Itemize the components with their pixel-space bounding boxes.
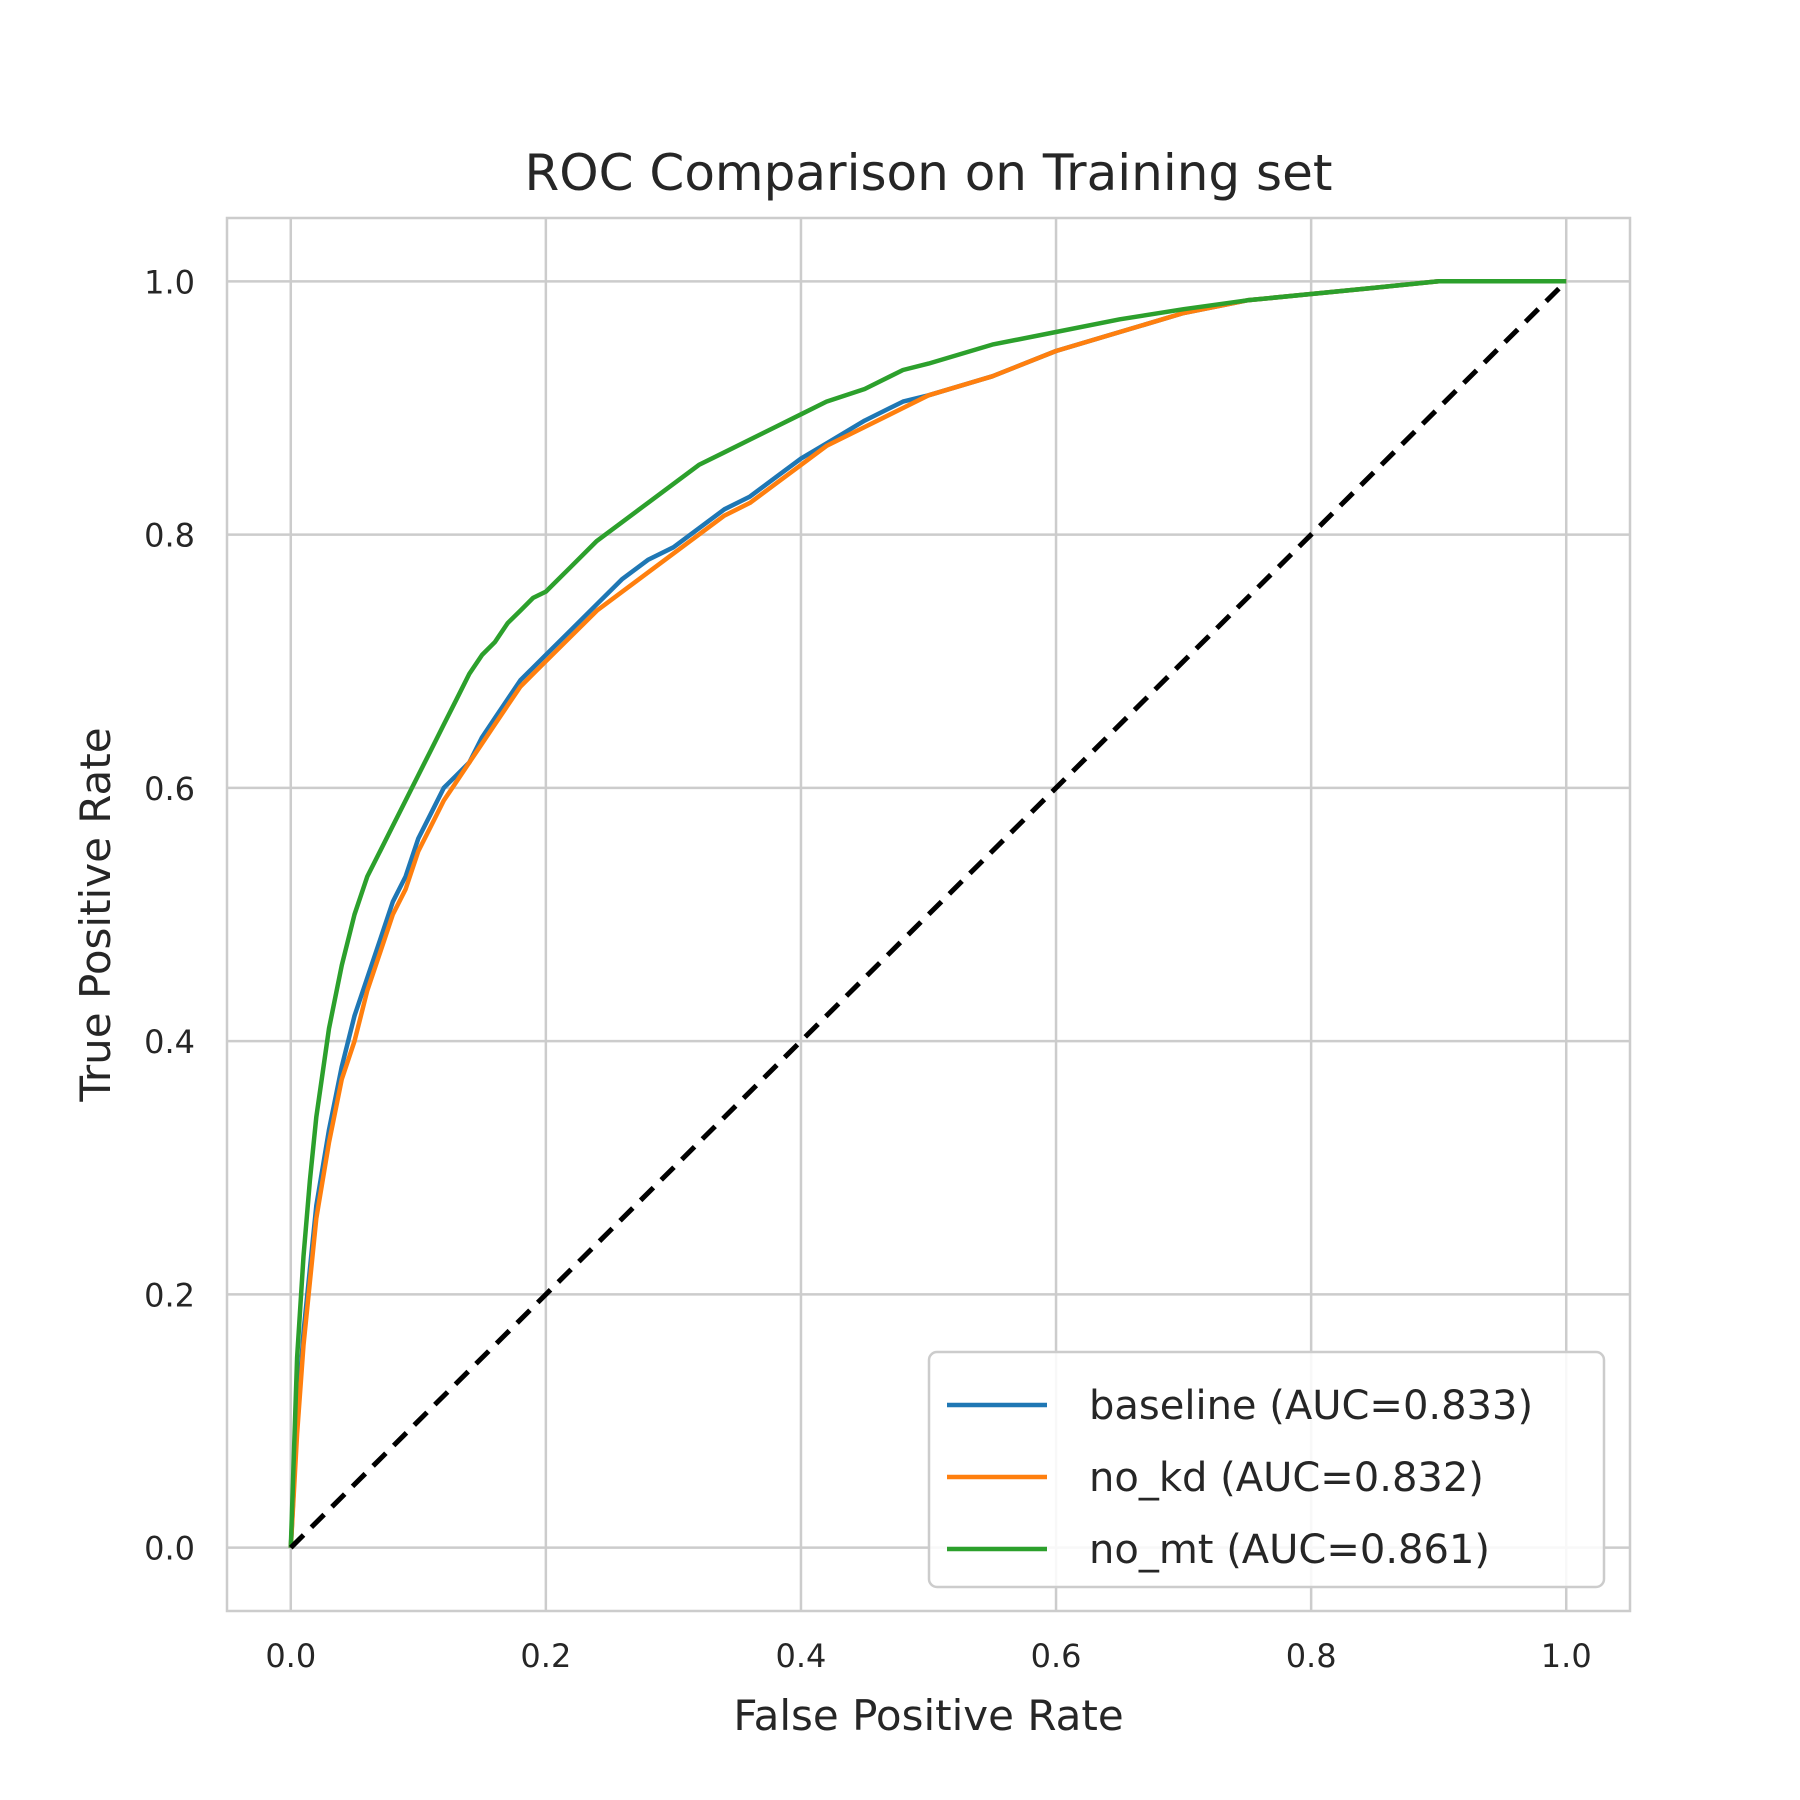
- chart-title: ROC Comparison on Training set: [525, 144, 1333, 202]
- y-tick-label: 0.4: [144, 1023, 195, 1061]
- y-tick-label: 0.0: [144, 1530, 195, 1568]
- y-tick-label: 0.2: [144, 1276, 195, 1314]
- x-tick-label: 0.4: [776, 1637, 827, 1675]
- x-tick-label: 0.0: [265, 1637, 316, 1675]
- y-tick-labels: 0.0 0.2 0.4 0.6 0.8 1.0: [144, 263, 195, 1567]
- x-tick-label: 0.8: [1286, 1637, 1337, 1675]
- x-axis-label: False Positive Rate: [733, 1691, 1123, 1740]
- legend-box: [927, 1350, 1606, 1589]
- y-axis-label: True Positive Rate: [71, 727, 120, 1102]
- series-layer: [288, 279, 1568, 1550]
- y-tick-label: 1.0: [144, 263, 195, 301]
- y-tick-label: 0.6: [144, 770, 195, 808]
- x-tick-label: 1.0: [1541, 1637, 1592, 1675]
- reference-diagonal-line: [289, 279, 1568, 1550]
- legend-entry-2: no_mt (AUC=0.861): [1089, 1527, 1490, 1573]
- x-tick-labels: 0.0 0.2 0.4 0.6 0.8 1.0: [265, 1637, 1591, 1675]
- legend-entry-0: baseline (AUC=0.833): [1089, 1383, 1533, 1429]
- x-tick-label: 0.6: [1031, 1637, 1082, 1675]
- x-tick-label: 0.2: [520, 1637, 571, 1675]
- legend: baseline (AUC=0.833) no_kd (AUC=0.832) no_…: [927, 1350, 1606, 1589]
- y-tick-label: 0.8: [144, 517, 195, 555]
- plot-frame: [225, 216, 1632, 1613]
- roc-curve-1: [288, 279, 1567, 1548]
- roc-curve-2: [288, 279, 1567, 1548]
- legend-entry-1: no_kd (AUC=0.832): [1089, 1455, 1484, 1501]
- grid: [227, 218, 1630, 1611]
